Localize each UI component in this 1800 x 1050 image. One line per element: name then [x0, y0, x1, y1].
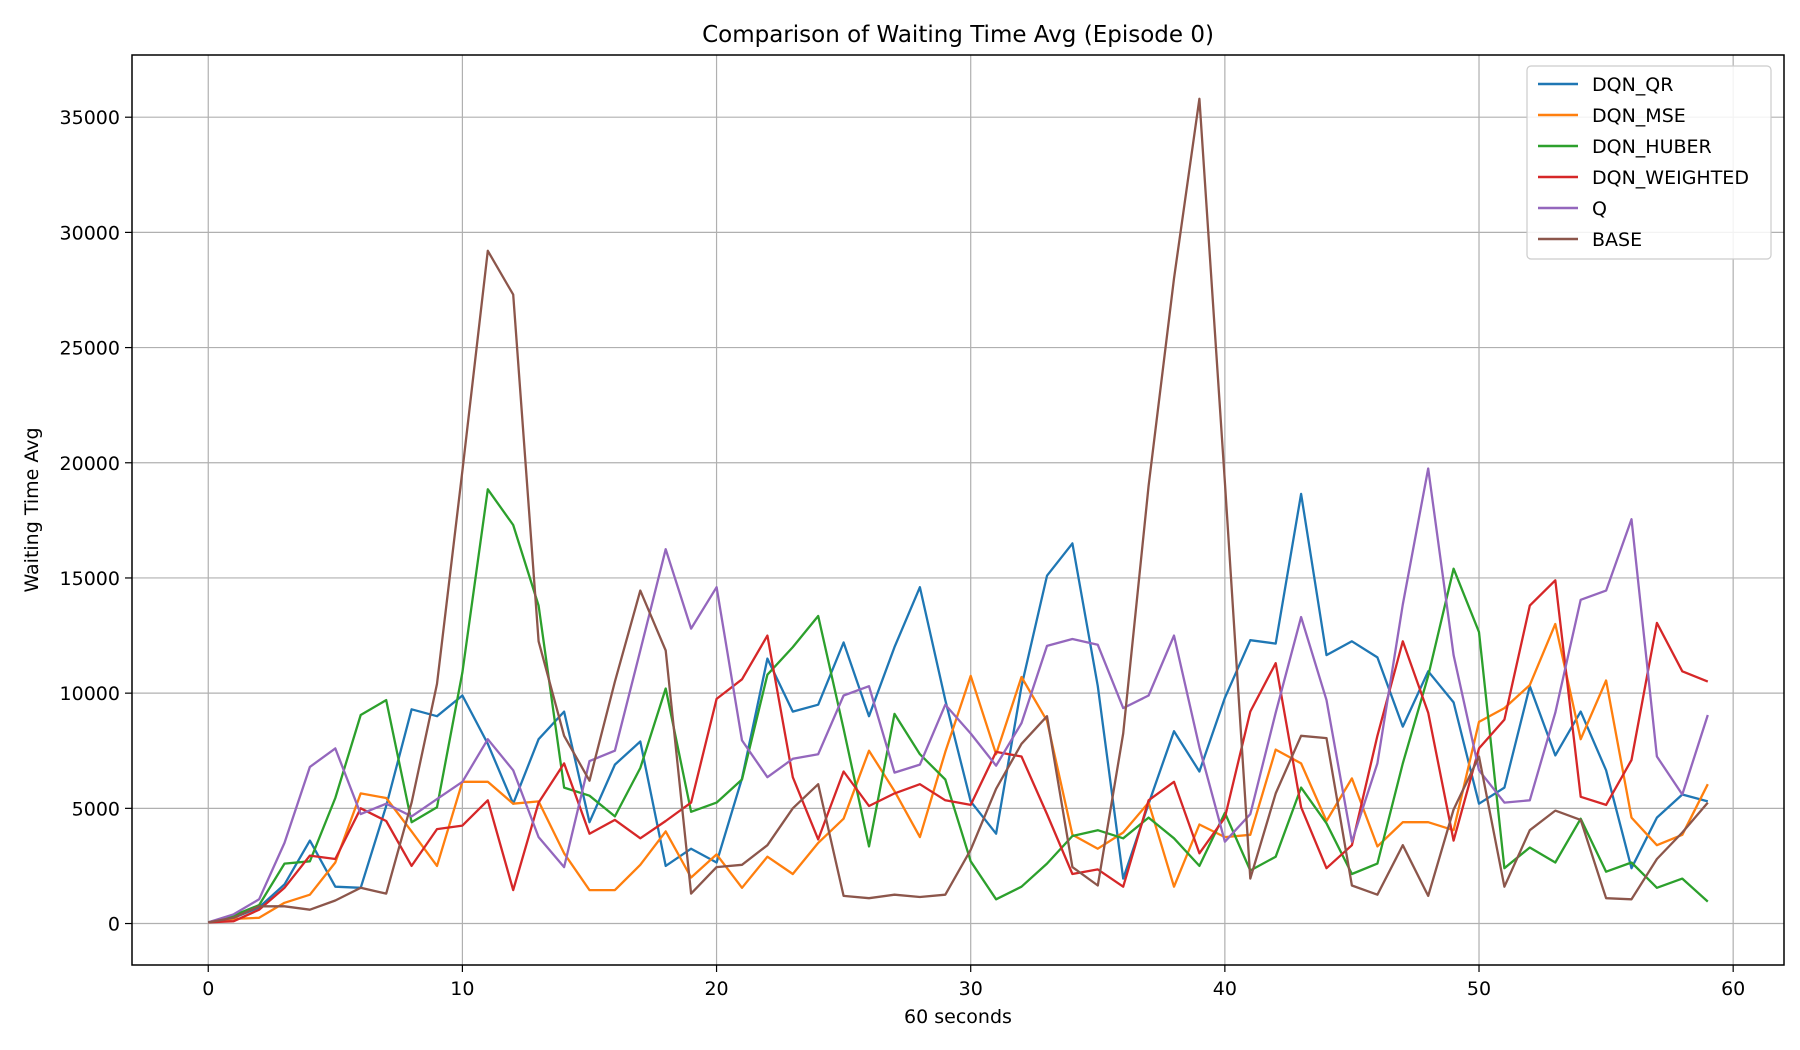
y-axis-ticks: 0 5000 10000 15000 20000 25000 30000 35000 — [60, 107, 132, 936]
legend-entry-q: Q — [1592, 198, 1607, 220]
x-tick-label: 30 — [959, 978, 983, 1000]
x-tick-label: 0 — [202, 978, 214, 1000]
series-lines — [207, 97, 1709, 924]
series-line-dqn-mse — [208, 622, 1709, 924]
x-tick-label: 10 — [450, 978, 474, 1000]
legend-entry-dqn-mse: DQN_MSE — [1592, 105, 1686, 127]
y-tick-label: 0 — [108, 914, 120, 936]
y-tick-label: 25000 — [60, 338, 120, 360]
series-line-dqn-huber — [207, 488, 1709, 924]
x-axis-label: 60 seconds — [904, 1006, 1012, 1028]
x-tick-label: 60 — [1721, 978, 1745, 1000]
series-line-q — [207, 467, 1709, 924]
x-tick-label: 20 — [704, 978, 728, 1000]
y-axis-label: Waiting Time Avg — [21, 427, 43, 592]
legend-box — [1526, 65, 1772, 260]
legend: DQN_QR DQN_MSE DQN_HUBER DQN_WEIGHTED Q BASE — [1526, 65, 1772, 260]
y-tick-label: 15000 — [60, 568, 120, 590]
legend-entry-dqn-weighted: DQN_WEIGHTED — [1592, 167, 1749, 189]
y-tick-label: 10000 — [60, 683, 120, 705]
x-tick-label: 40 — [1213, 978, 1237, 1000]
y-tick-label: 5000 — [72, 798, 120, 820]
series-line-dqn-weighted — [208, 579, 1709, 924]
legend-entry-dqn-huber: DQN_HUBER — [1592, 136, 1712, 158]
chart-title: Comparison of Waiting Time Avg (Episode … — [702, 22, 1214, 48]
y-tick-label: 20000 — [60, 453, 120, 475]
y-tick-label: 35000 — [60, 107, 120, 129]
grid-lines — [132, 55, 1784, 965]
series-line-base — [207, 97, 1709, 924]
x-axis-ticks: 0 10 20 30 40 50 60 — [202, 965, 1745, 1000]
legend-entry-dqn-qr: DQN_QR — [1592, 74, 1673, 96]
x-tick-label: 50 — [1467, 978, 1491, 1000]
plot-area-frame — [131, 54, 1785, 966]
y-tick-label: 30000 — [60, 222, 120, 244]
legend-entry-base: BASE — [1592, 229, 1642, 251]
